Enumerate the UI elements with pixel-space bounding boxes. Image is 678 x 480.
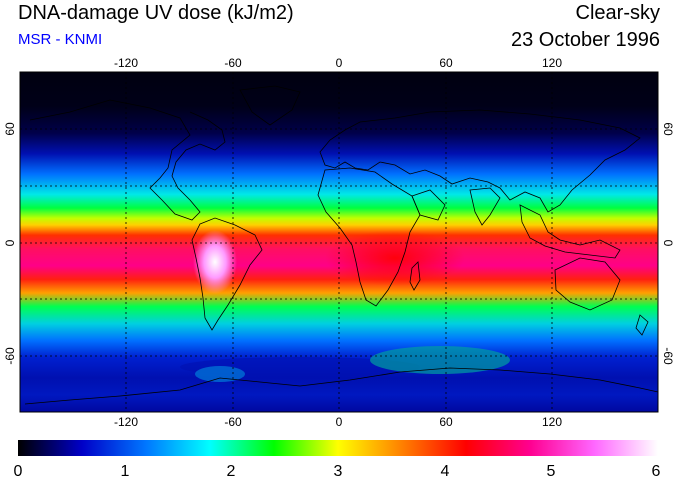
map-title: DNA-damage UV dose (kJ/m2): [18, 2, 294, 24]
lon-tick-label: 120: [542, 415, 562, 429]
lon-tick-label: 120: [542, 56, 562, 70]
colorbar-label: 4: [441, 463, 450, 480]
map-frame: [19, 71, 659, 413]
colorbar-label: 3: [334, 463, 343, 480]
lat-tick-label: -60: [3, 347, 17, 365]
lat-tick-label: 60: [661, 122, 675, 136]
lon-tick-label: 60: [439, 56, 453, 70]
lat-ticks-left: 60 0 -60: [3, 122, 17, 365]
map-gridlines: [20, 72, 658, 412]
lon-tick-label: -120: [114, 56, 138, 70]
lon-tick-label: 0: [336, 56, 343, 70]
lon-tick-label: -120: [114, 415, 138, 429]
lat-tick-label: 0: [661, 240, 675, 247]
lat-tick-label: -60: [661, 347, 675, 365]
colorbar-label: 2: [227, 463, 236, 480]
coastlines: [24, 85, 658, 405]
sky-condition-label: Clear-sky: [575, 2, 660, 24]
lon-tick-label: 0: [336, 415, 343, 429]
lon-tick-label: -60: [224, 415, 242, 429]
lat-tick-label: 60: [3, 122, 17, 136]
colorbar-label: 1: [121, 463, 130, 480]
lat-ticks-right: 60 0 -60: [661, 122, 675, 365]
date-label: 23 October 1996: [511, 29, 660, 51]
colorbar-labels: 0 1 2 3 4 5 6: [14, 463, 661, 480]
source-label: MSR - KNMI: [18, 31, 103, 48]
colorbar-label: 0: [14, 463, 23, 480]
lon-ticks-bottom: -120 -60 0 60 120: [114, 415, 562, 429]
lon-tick-label: 60: [439, 415, 453, 429]
colorbar-label: 5: [547, 463, 556, 480]
colorbar: [18, 440, 658, 456]
lon-ticks-top: -120 -60 0 60 120: [114, 56, 562, 70]
lat-tick-label: 0: [3, 239, 17, 246]
lon-tick-label: -60: [224, 56, 242, 70]
colorbar-label: 6: [652, 463, 661, 480]
